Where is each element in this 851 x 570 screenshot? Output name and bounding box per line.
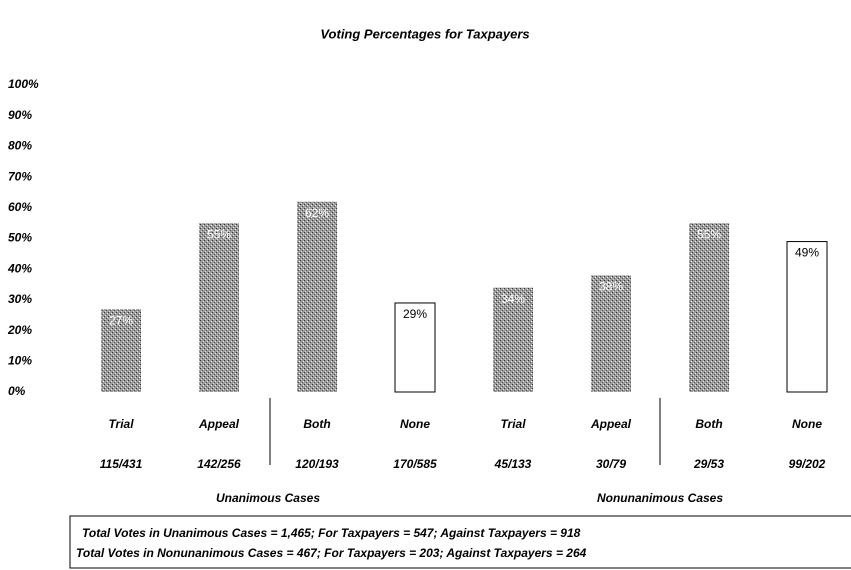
y-tick-label: 40% xyxy=(7,261,32,275)
bar xyxy=(101,309,141,392)
notes-box xyxy=(69,515,851,569)
count-label: 29/53 xyxy=(693,457,724,471)
value-label: 38% xyxy=(599,280,623,294)
value-label: 55% xyxy=(207,227,231,241)
y-tick-label: 90% xyxy=(8,108,32,122)
y-tick-label: 70% xyxy=(8,169,32,183)
y-tick-label: 60% xyxy=(8,200,32,214)
count-label: 115/431 xyxy=(100,457,143,471)
x-tick-label: Both xyxy=(303,417,330,431)
count-label: 30/79 xyxy=(596,457,626,471)
y-tick-label: 100% xyxy=(8,77,39,91)
bar xyxy=(786,241,828,393)
x-tick-label: None xyxy=(400,417,430,431)
bar xyxy=(199,223,239,392)
x-tick-label: Both xyxy=(695,417,722,431)
count-label: 120/193 xyxy=(295,457,339,471)
note: Total Votes in Unanimous Cases = 1,465; … xyxy=(82,526,581,540)
y-tick-label: 30% xyxy=(8,292,32,306)
note: Total Votes in Nonunanimous Cases = 467;… xyxy=(76,546,587,560)
group-label: Unanimous Cases xyxy=(216,491,320,505)
x-tick-label: Appeal xyxy=(590,417,632,431)
bar xyxy=(591,275,631,392)
y-tick-label: 50% xyxy=(8,231,32,245)
bar xyxy=(689,223,729,392)
y-tick-label: 0% xyxy=(8,384,26,398)
y-tick-label: 20% xyxy=(7,323,32,337)
count-label: 142/256 xyxy=(197,457,241,471)
value-label: 29% xyxy=(403,307,427,321)
bar xyxy=(394,302,436,393)
y-tick-label: 10% xyxy=(8,353,32,367)
value-label: 34% xyxy=(501,292,525,306)
count-label: 170/585 xyxy=(393,457,437,471)
value-label: 55% xyxy=(697,227,721,241)
value-label: 49% xyxy=(795,246,819,260)
count-label: 45/133 xyxy=(494,457,532,471)
x-tick-label: Appeal xyxy=(198,417,240,431)
bar xyxy=(493,287,533,392)
value-label: 62% xyxy=(305,206,329,220)
bar xyxy=(297,201,337,392)
value-label: 27% xyxy=(109,313,133,327)
x-tick-label: Trial xyxy=(108,417,134,431)
y-tick-label: 80% xyxy=(8,139,32,153)
x-tick-label: Trial xyxy=(500,417,526,431)
group-label: Nonunanimous Cases xyxy=(597,491,723,505)
count-label: 99/202 xyxy=(789,457,826,471)
x-tick-label: None xyxy=(792,417,822,431)
chart-title: Voting Percentages for Taxpayers xyxy=(320,26,529,41)
